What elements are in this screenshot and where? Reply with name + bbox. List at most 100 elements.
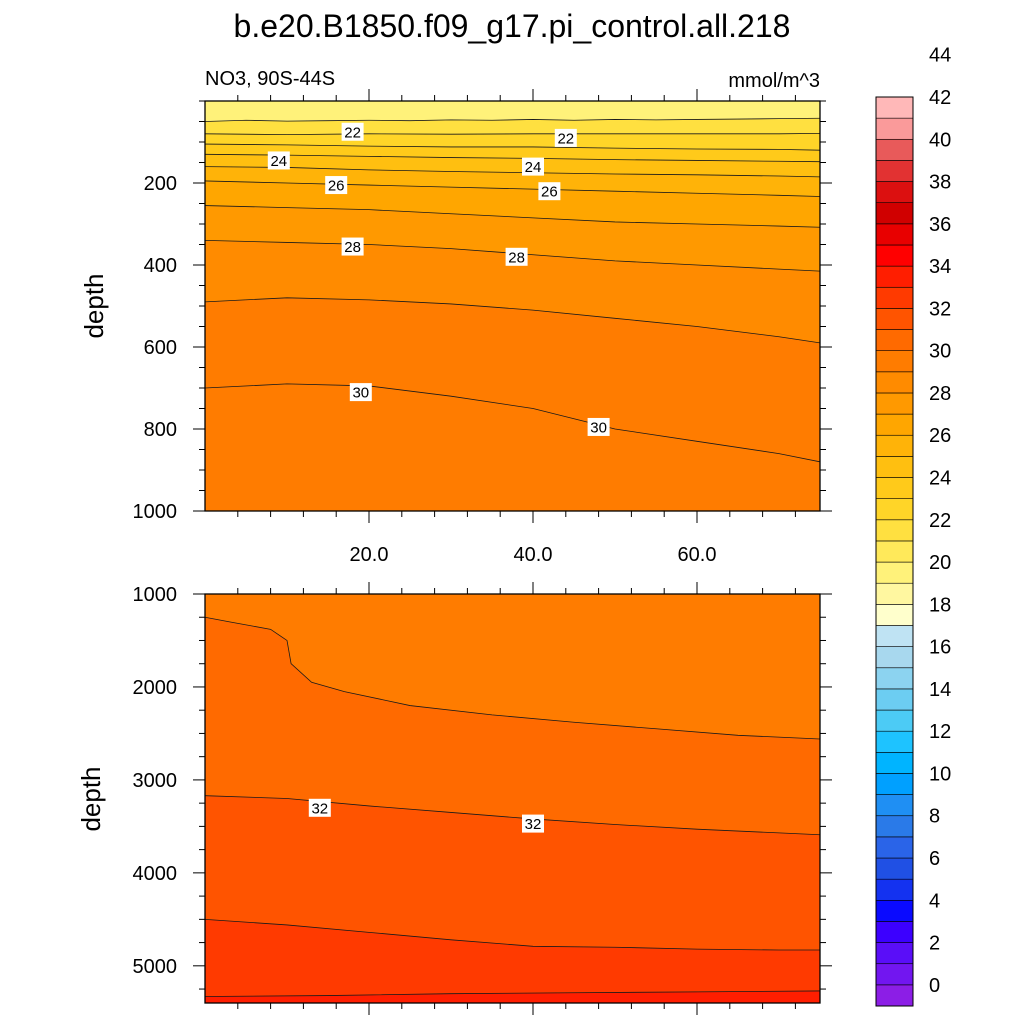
contour-label-upper-0: 22 [341,122,364,141]
colorbar-tick-label: 42 [929,87,951,109]
colorbar-tick-label: 36 [929,214,951,236]
svg-text:28: 28 [344,239,361,256]
fill-band-upper-30 [205,383,820,511]
colorbar-frame [875,96,914,1007]
colorbar-box [875,202,914,225]
colorbar-box [875,963,914,986]
contour-label-lower-1: 32 [522,814,544,833]
colorbar-box [875,921,914,943]
units-label: mmol/m^3 [728,70,820,92]
x-tick-label-1: 40.0 [514,544,553,566]
colorbar-box [875,815,914,838]
colorbar-box [875,836,914,859]
contour-label-upper-4: 26 [325,176,348,195]
colorbar-box [875,308,914,330]
left-subtitle: NO3, 90S-44S [205,68,335,90]
svg-text:22: 22 [344,124,361,141]
colorbar-tick-label: 10 [929,763,951,785]
colorbar-box [875,540,914,563]
colorbar-box [875,477,914,499]
svg-text:24: 24 [525,159,542,176]
colorbar-tick-label: 38 [929,172,951,194]
colorbar-box [875,371,914,394]
contour-line-lower-31 [205,616,820,740]
contour-label-upper-2: 24 [267,151,290,170]
colorbar-box [875,942,914,965]
y-tick-label-upper-2: 600 [144,337,177,359]
fill-band-lower-33 [205,919,820,1003]
upper-panel: 22 22 24 24 26 26 28 28 30 30 200 400 600 800 1000 20.0… [133,89,832,566]
colorbar-tick-label: 34 [929,256,951,278]
svg-text:32: 32 [525,816,542,833]
contour-label-upper-3: 24 [522,157,544,176]
svg-text:28: 28 [508,249,525,266]
y-axis-label-upper: depth [79,273,109,338]
colorbar-box [875,96,914,119]
contour-line-upper-23 [205,143,820,151]
contour-label-upper-5: 26 [538,182,561,201]
contour-line-upper-22 [205,132,820,136]
contour-line-upper-26 [205,180,820,197]
colorbar-box [875,519,914,542]
colorbar-box [875,878,914,901]
colorbar-tick-label: 18 [929,594,951,616]
colorbar-tick-label: 44 [929,45,951,67]
chart-title: b.e20.B1850.f09_g17.pi_control.all.218 [234,8,791,44]
colorbar-box [875,709,914,732]
colorbar-tick-label: 20 [929,552,951,574]
colorbar-tick-label: 6 [929,848,940,870]
x-tick-label-2: 60.0 [678,544,717,566]
colorbar-box [875,160,914,182]
contour-line-lower-34 [205,990,820,997]
contour-label-upper-7: 28 [505,247,528,266]
colorbar-tick-label: 22 [929,510,951,532]
colorbar-box [875,456,914,478]
colorbar-box [875,667,914,690]
contour-line-upper-29 [205,297,820,344]
colorbar-box [875,773,914,795]
y-tick-label-upper-4: 1000 [133,501,178,523]
contour-line-upper-30 [205,383,820,463]
colorbar-box [875,117,914,140]
contour-line-upper-28 [205,240,820,272]
colorbar-box [875,265,914,288]
colorbar-box [875,730,914,753]
colorbar-box [875,561,914,584]
y-tick-label-lower-3: 4000 [133,863,178,885]
colorbar-box [875,286,914,309]
colorbar-tick-label: 24 [929,468,951,490]
svg-text:30: 30 [352,385,369,402]
colorbar-box [875,582,914,605]
colorbar-box [875,688,914,711]
y-axis-label-lower: depth [76,766,106,831]
colorbar-tick-label: 32 [929,298,951,320]
contour-label-upper-1: 22 [554,128,577,147]
colorbar-box [875,223,914,246]
colorbar-tick-label: 4 [929,890,940,912]
x-tick-label-0: 20.0 [350,544,389,566]
colorbar-tick-label: 30 [929,341,951,363]
colorbar-box [875,625,914,647]
colorbar-tick-label: 28 [929,383,951,405]
y-tick-label-lower-4: 5000 [133,956,178,978]
colorbar-box [875,329,914,351]
contour-label-lower-0: 32 [308,798,331,817]
lower-panel: 32 32 1000 2000 3000 4000 5000 [133,582,832,1015]
colorbar: 0246810121416182022242628303234363840424… [875,45,951,1007]
colorbar-tick-label: 2 [929,933,940,955]
y-tick-label-lower-1: 2000 [133,677,178,699]
contour-line-upper-21 [205,117,820,122]
colorbar-box [875,646,914,669]
colorbar-tick-label: 12 [929,721,951,743]
fill-band-lower-34 [205,990,820,1003]
colorbar-box [875,498,914,521]
colorbar-tick-label: 40 [929,129,951,151]
colorbar-tick-label: 16 [929,637,951,659]
svg-text:26: 26 [541,184,558,201]
colorbar-box [875,350,914,373]
colorbar-box [875,392,914,415]
svg-text:26: 26 [328,178,345,195]
contour-line-upper-27 [205,205,820,228]
colorbar-box [875,434,914,457]
